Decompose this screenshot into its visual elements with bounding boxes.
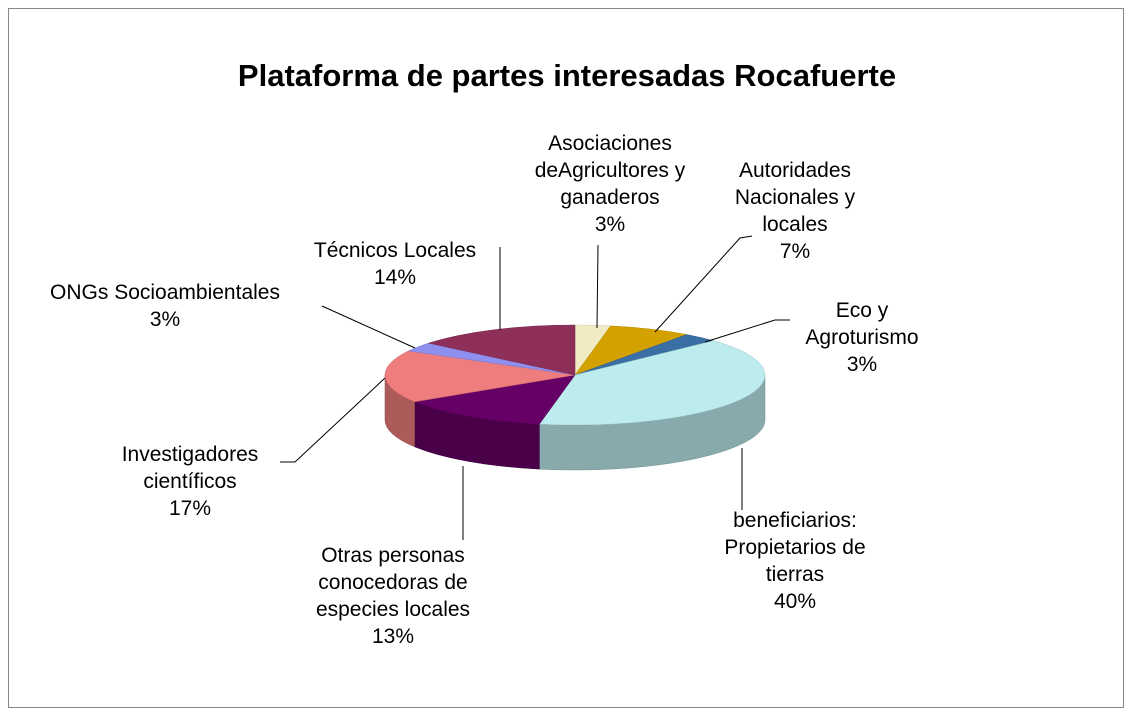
leader-line xyxy=(704,319,790,343)
leader-line xyxy=(321,305,416,349)
data-label: ONGs Socioambientales 3% xyxy=(15,279,315,333)
category-label: ONGs Socioambientales xyxy=(50,281,280,304)
chart-frame xyxy=(8,8,1124,708)
slice xyxy=(427,324,576,376)
category-label: Investigadores científicos xyxy=(121,443,259,493)
data-label: Asociaciones deAgricultores y ganaderos 3… xyxy=(460,130,760,238)
data-label: Investigadores científicos 17% xyxy=(40,441,340,522)
leader-line xyxy=(654,235,753,333)
leader-line xyxy=(280,377,386,463)
data-label: Eco y Agroturismo 3% xyxy=(712,297,1012,378)
slice xyxy=(384,350,576,403)
value-label: 17% xyxy=(168,497,212,520)
data-label: Autoridades Nacionales y locales 7% xyxy=(645,157,945,265)
chart-title: Plataforma de partes interesadas Rocafue… xyxy=(237,58,897,93)
category-label: Autoridades Nacionales y locales xyxy=(734,159,856,236)
value-label: 13% xyxy=(371,625,415,648)
category-label: beneficiarios: Propietarios de tierras xyxy=(724,509,866,586)
value-label: 3% xyxy=(594,213,626,236)
category-label: Eco y Agroturismo xyxy=(805,299,919,349)
category-label: Otras personas conocedoras de especies l… xyxy=(315,544,471,621)
value-label: 3% xyxy=(149,308,181,331)
data-label: beneficiarios: Propietarios de tierras 40… xyxy=(645,507,945,615)
data-label: Técnicos Locales 14% xyxy=(245,237,545,291)
slice xyxy=(413,374,576,425)
value-label: 7% xyxy=(779,240,811,263)
value-label: 40% xyxy=(773,590,817,613)
leader-line xyxy=(596,244,599,329)
value-label: 14% xyxy=(373,266,417,289)
slice xyxy=(538,340,766,426)
category-label: Técnicos Locales xyxy=(313,239,477,262)
data-label: Otras personas conocedoras de especies l… xyxy=(243,542,543,650)
category-label: Asociaciones deAgricultores y ganaderos xyxy=(534,132,686,209)
value-label: 3% xyxy=(846,353,878,376)
